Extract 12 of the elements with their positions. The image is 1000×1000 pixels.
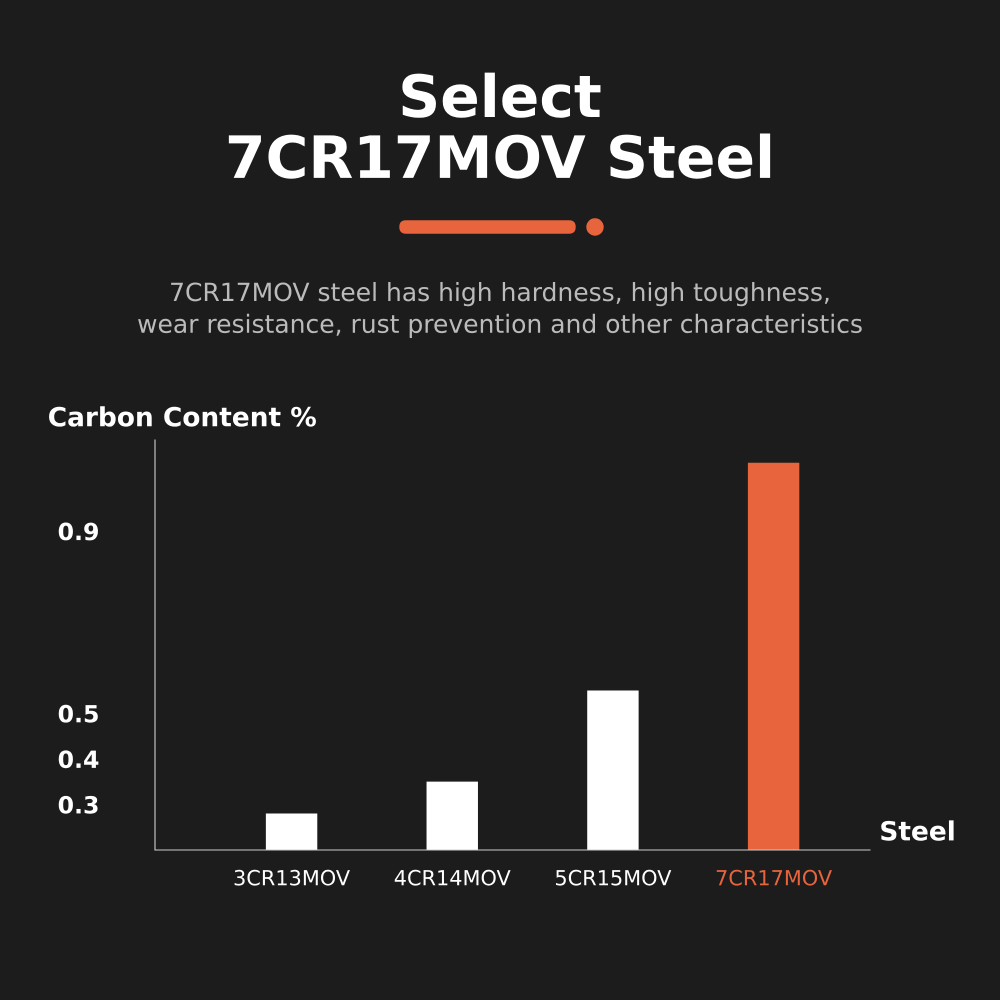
x-axis-title: Steel [881,820,954,841]
x-tick-label: 7CR17MOV [716,870,832,886]
x-tick-label: 3CR13MOV [234,870,350,886]
y-tick-label: 0.9 [58,522,98,540]
y-axis-title: Carbon Content % [49,406,316,427]
x-tick-label: 5CR15MOV [556,870,672,886]
x-tick-label: 4CR14MOV [394,870,511,886]
chart-title: Select 7CR17MOV Steel [228,72,770,179]
y-tick-label: 0.3 [58,796,98,814]
chart-subtitle: 7CR17MOV steel has high hardness, high toughness, wear resistance, rust prevention and other characteristics [138,282,862,338]
y-tick-label: 0.4 [58,750,98,768]
y-tick-label: 0.5 [58,704,98,723]
